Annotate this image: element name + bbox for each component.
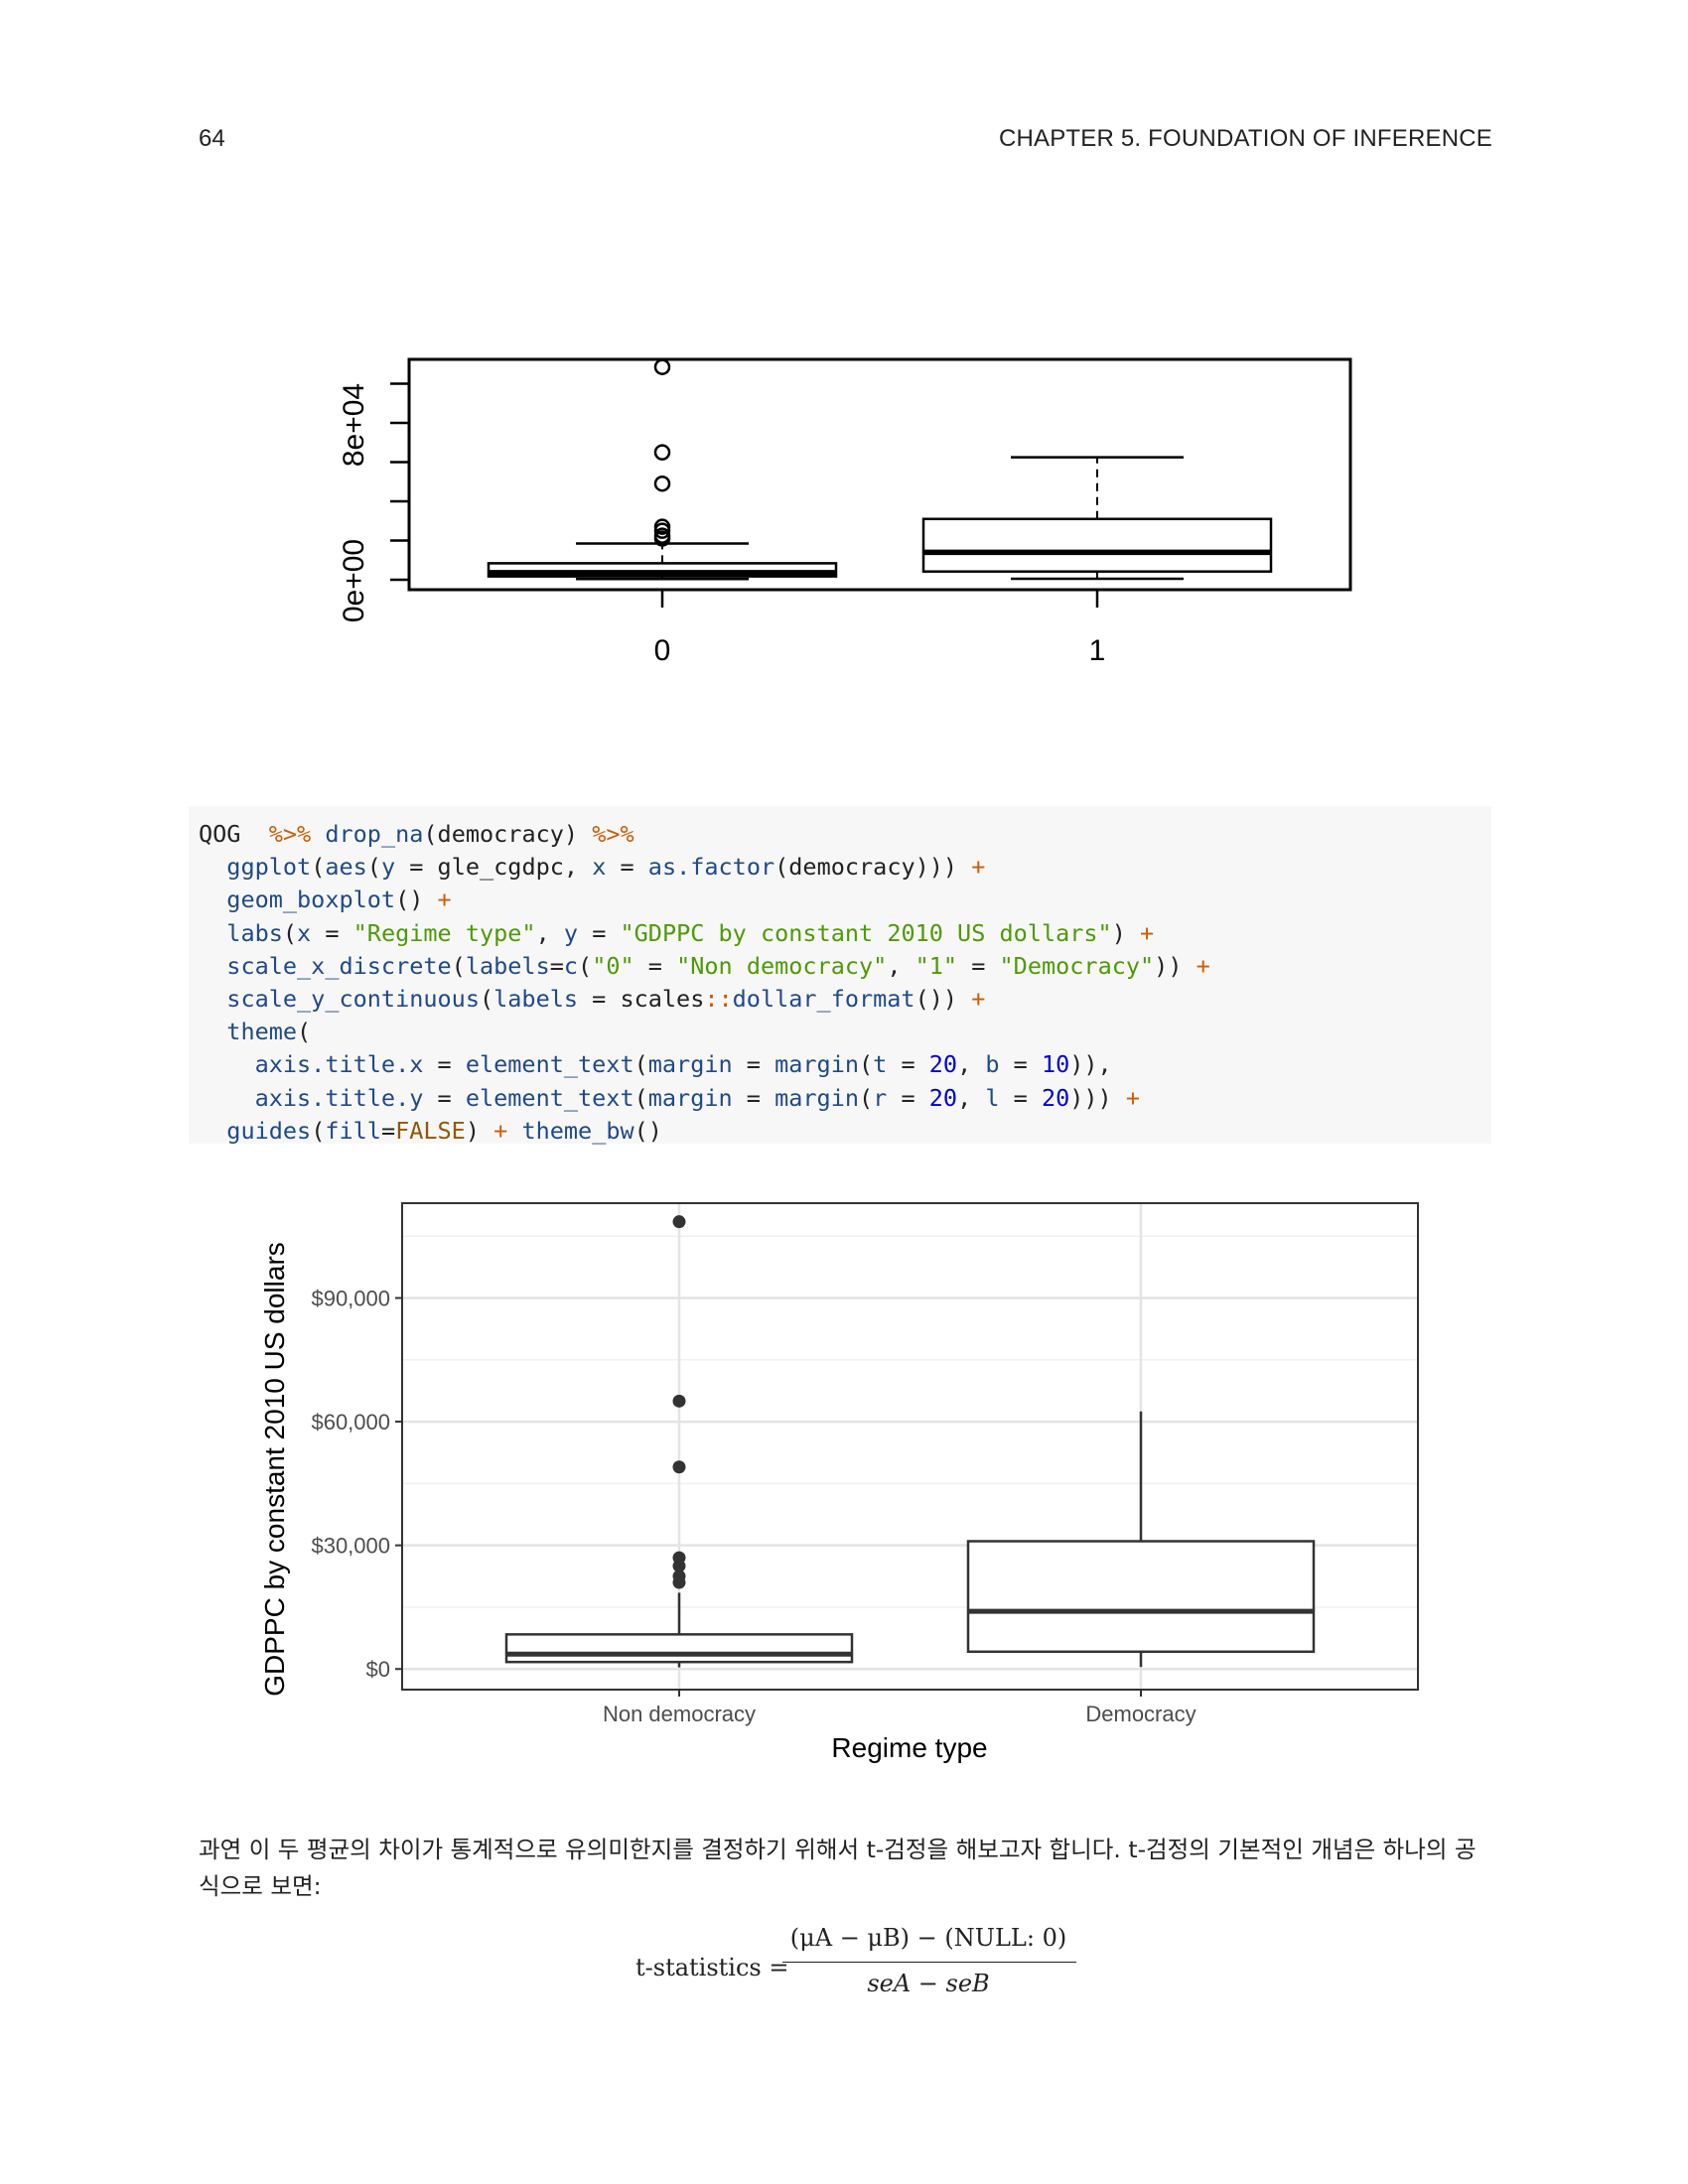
gg-x-tick-label: Non democracy <box>603 1702 756 1726</box>
gg-outlier <box>672 1570 686 1583</box>
code-line: QOG %>% drop_na(democracy) %>% <box>199 820 634 848</box>
formula-denominator: seA − seB <box>867 1970 990 1997</box>
formula-numerator: (μA − μB) − (NULL: 0) <box>789 1924 1067 1952</box>
gg-outlier <box>672 1460 686 1474</box>
base-r-boxplot: 0e+00 8e+04 0 1 <box>338 357 1352 667</box>
code-line: axis.title.x = element_text(margin = mar… <box>254 1050 1112 1079</box>
base-outlier <box>653 358 671 375</box>
base-box <box>921 517 1273 573</box>
code-line: theme( <box>226 1018 312 1046</box>
base-x-tick-label: 0 <box>654 634 671 667</box>
formula-lhs: t-statistics = <box>635 1954 789 1981</box>
base-outlier <box>653 475 671 492</box>
base-outlier <box>653 527 671 544</box>
gg-outlier <box>672 1394 686 1408</box>
base-outlier <box>653 444 671 461</box>
gg-box <box>504 1633 854 1664</box>
chapter-heading: CHAPTER 5. FOUNDATION OF INFERENCE <box>998 125 1492 152</box>
code-line: scale_y_continuous(labels = scales::doll… <box>226 984 986 1013</box>
gg-x-tick-label: Democracy <box>1085 1702 1196 1726</box>
ggplot-boxplot: $0 $30,000 $60,000 $90,000 Non democracy Demo… <box>259 1202 1419 1763</box>
code-line: axis.title.y = element_text(margin = mar… <box>254 1083 1141 1112</box>
gg-panel-border <box>401 1202 1419 1691</box>
base-y-tick-label: 8e+04 <box>338 383 370 467</box>
gg-y-tick-label: $30,000 <box>311 1534 390 1559</box>
gg-outlier <box>672 1215 686 1229</box>
code-line: ggplot(aes(y = gle_cgdpc, x = as.factor(… <box>226 853 986 882</box>
base-outlier <box>653 518 671 535</box>
t-statistic-formula: t-statistics = (μA − μB) − (NULL: 0) seA… <box>626 1924 1082 2013</box>
gg-y-axis-title: GDPPC by constant 2010 US dollars <box>259 1242 290 1697</box>
base-x-tick-label: 1 <box>1089 634 1106 667</box>
formula-fraction-bar <box>782 1962 1076 1963</box>
r-code-block: QOG %>% drop_na(democracy) %>% ggplot(ae… <box>189 806 1491 1145</box>
body-paragraph: 과연 이 두 평균의 차이가 통계적으로 유의미한지를 결정하기 위해서 t-검… <box>199 1836 1477 1900</box>
code-line: geom_boxplot() + <box>226 886 452 914</box>
gg-y-tick-label: $90,000 <box>311 1287 390 1311</box>
page-number: 64 <box>199 125 225 152</box>
base-y-tick-label: 0e+00 <box>338 539 370 622</box>
gg-y-tick-label: $60,000 <box>311 1410 390 1434</box>
code-line: guides(fill=FALSE) + theme_bw() <box>226 1116 662 1145</box>
code-line: labs(x = "Regime type", y = "GDPPC by co… <box>226 918 1155 947</box>
code-line: scale_x_discrete(labels=c("0" = "Non dem… <box>226 951 1210 980</box>
gg-x-axis-title: Regime type <box>831 1732 987 1763</box>
gg-box <box>966 1540 1316 1654</box>
gg-outlier <box>672 1551 686 1565</box>
gg-y-tick-label: $0 <box>366 1657 390 1682</box>
